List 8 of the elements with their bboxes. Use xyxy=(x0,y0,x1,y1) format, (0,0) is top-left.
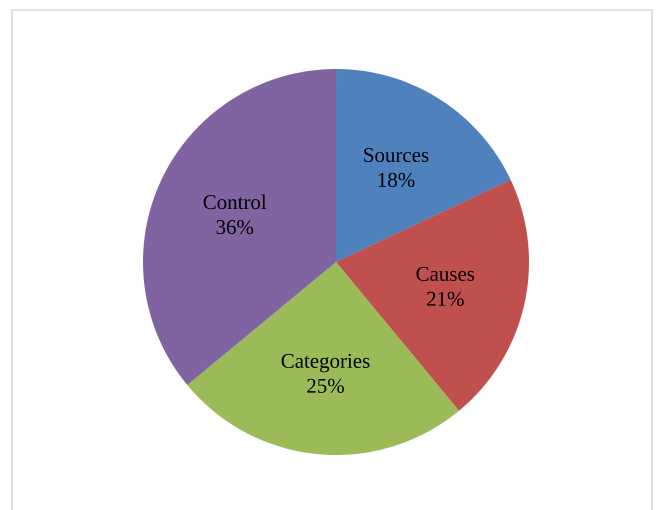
data-label: 36% xyxy=(216,220,254,234)
data-label: 18% xyxy=(378,172,414,188)
data-label: 25% xyxy=(307,378,344,393)
slice-label: Causes xyxy=(416,266,474,281)
slice-label: Categories xyxy=(282,354,370,372)
slice-label: Control xyxy=(204,194,266,210)
data-label: 21% xyxy=(427,292,464,306)
slice-label: Sources xyxy=(364,148,428,162)
